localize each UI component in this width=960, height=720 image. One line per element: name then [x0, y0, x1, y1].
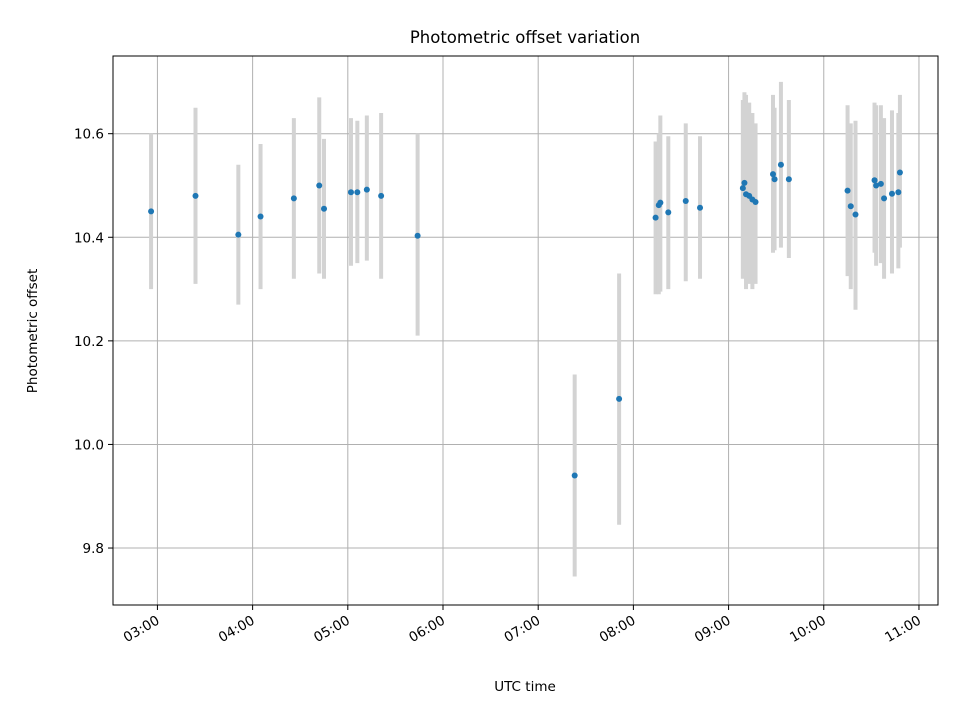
- plot-frame: [112, 55, 939, 606]
- point-layer: [148, 161, 903, 479]
- data-point: [316, 182, 323, 189]
- data-point: [770, 171, 776, 178]
- data-point: [852, 211, 859, 218]
- data-point: [741, 179, 748, 186]
- data-point: [896, 169, 903, 176]
- data-point: [871, 177, 878, 184]
- data-point: [888, 190, 895, 197]
- x-tick-label: 04:00: [216, 613, 258, 646]
- data-point: [785, 176, 792, 183]
- data-point: [847, 203, 854, 210]
- data-point: [771, 176, 778, 183]
- y-tick-label: 9.8: [83, 541, 104, 557]
- data-point: [652, 214, 659, 221]
- data-point: [665, 209, 672, 216]
- data-point: [877, 180, 884, 187]
- data-point: [739, 185, 746, 192]
- y-tick-label: 10.4: [74, 230, 104, 246]
- x-tick-label: 10:00: [787, 613, 829, 646]
- x-axis: 03:00 04:00 05:00 06:00 07:00 08:00 09:00 10:00…: [121, 605, 924, 646]
- data-point: [192, 192, 199, 199]
- data-point: [378, 192, 385, 199]
- grid-layer: [113, 56, 938, 605]
- data-point: [148, 208, 155, 215]
- data-point: [844, 187, 851, 194]
- data-point: [616, 395, 623, 402]
- data-point: [321, 205, 328, 212]
- data-point: [235, 231, 242, 238]
- x-tick-label: 09:00: [692, 613, 734, 646]
- y-tick-label: 10.6: [74, 127, 104, 143]
- errorbar-layer: [149, 81, 902, 577]
- data-point: [257, 213, 264, 220]
- x-tick-label: 05:00: [311, 613, 353, 646]
- data-point: [895, 189, 902, 196]
- data-point: [873, 182, 880, 189]
- data-point: [657, 199, 664, 206]
- data-point: [752, 199, 759, 206]
- data-point: [354, 189, 361, 196]
- data-point: [682, 198, 689, 205]
- y-tick-label: 10.2: [74, 334, 104, 350]
- y-axis-label: Photometric offset: [25, 269, 41, 393]
- data-point: [363, 186, 370, 193]
- data-point: [777, 161, 784, 168]
- data-point: [347, 189, 354, 196]
- x-tick-label: 03:00: [121, 613, 163, 646]
- y-axis: 9.8 10.0 10.2 10.4 10.6: [74, 127, 113, 557]
- data-point: [414, 232, 421, 239]
- data-point: [290, 195, 297, 202]
- x-tick-label: 07:00: [501, 613, 543, 646]
- chart-title: Photometric offset variation: [410, 28, 640, 47]
- data-point: [697, 204, 704, 211]
- x-tick-label: 11:00: [882, 613, 924, 646]
- y-tick-label: 10.0: [74, 437, 104, 453]
- x-tick-label: 06:00: [406, 613, 448, 646]
- data-point: [881, 195, 888, 202]
- data-point: [571, 472, 578, 479]
- x-tick-label: 08:00: [597, 613, 639, 646]
- x-axis-label: UTC time: [494, 679, 556, 695]
